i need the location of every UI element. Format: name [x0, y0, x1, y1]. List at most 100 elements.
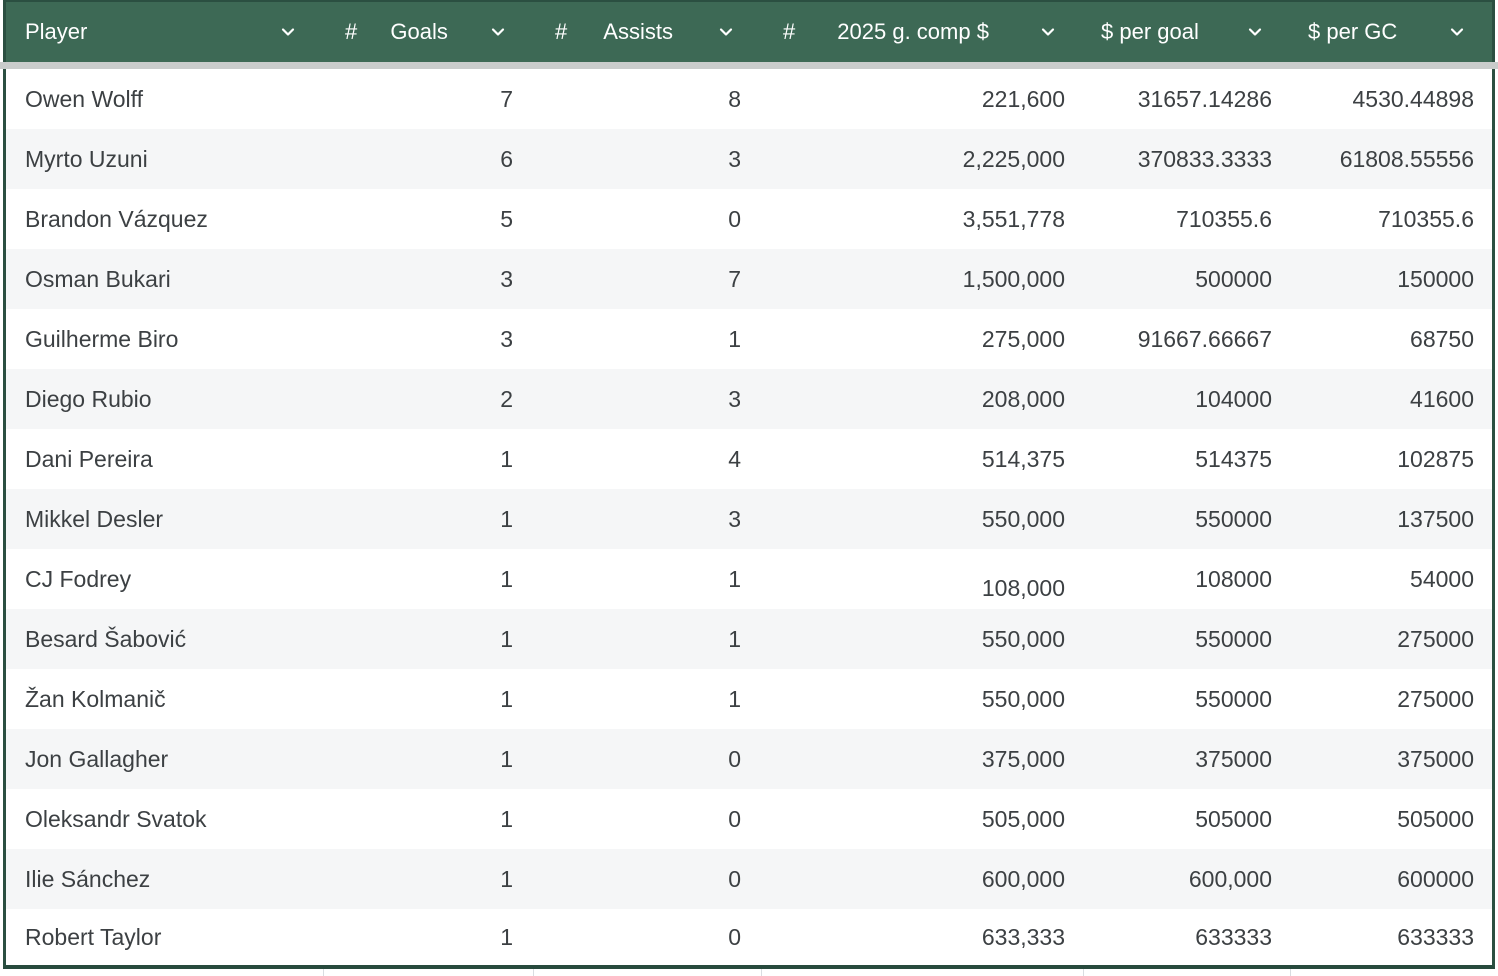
cell-per-goal[interactable]: 710355.6 [1176, 205, 1272, 232]
cell-assists[interactable]: 1 [728, 325, 741, 352]
cell-assists[interactable]: 0 [728, 923, 741, 950]
cell-per-gc[interactable]: 710355.6 [1378, 205, 1474, 232]
cell-goals[interactable]: 1 [500, 445, 513, 472]
cell-per-gc[interactable]: 68750 [1410, 325, 1474, 352]
cell-comp[interactable]: 1,500,000 [962, 265, 1065, 292]
cell-per-gc[interactable]: 150000 [1397, 265, 1474, 292]
cell-goals[interactable]: 1 [500, 565, 513, 592]
cell-per-gc[interactable]: 275000 [1397, 625, 1474, 652]
chevron-down-icon[interactable] [1448, 23, 1466, 41]
cell-comp[interactable]: 514,375 [981, 445, 1065, 472]
cell-per-goal[interactable]: 31657.14286 [1137, 85, 1272, 112]
cell-per-goal[interactable]: 91667.66667 [1137, 325, 1272, 352]
cell-comp[interactable]: 505,000 [981, 805, 1065, 832]
cell-per-gc[interactable]: 505000 [1397, 805, 1474, 832]
cell-player[interactable]: Robert Taylor [25, 923, 162, 950]
cell-comp[interactable]: 550,000 [981, 505, 1065, 532]
cell-goals[interactable]: 1 [500, 505, 513, 532]
cell-goals[interactable]: 1 [500, 745, 513, 772]
cell-player[interactable]: Ilie Sánchez [25, 865, 151, 892]
cell-per-gc[interactable]: 275000 [1397, 685, 1474, 712]
cell-per-goal[interactable]: 514375 [1195, 445, 1272, 472]
cell-per-goal[interactable]: 108000 [1195, 565, 1272, 592]
cell-goals[interactable]: 1 [500, 805, 513, 832]
cell-comp[interactable]: 3,551,778 [962, 205, 1065, 232]
cell-player[interactable]: CJ Fodrey [25, 565, 132, 592]
cell-per-goal[interactable]: 370833.3333 [1137, 145, 1272, 172]
cell-goals[interactable]: 2 [500, 385, 513, 412]
column-header-per-gc[interactable]: $ per GC [1290, 2, 1492, 62]
cell-assists[interactable]: 0 [728, 205, 741, 232]
cell-comp[interactable]: 550,000 [981, 625, 1065, 652]
cell-player[interactable]: Brandon Vázquez [25, 205, 208, 232]
cell-comp[interactable]: 375,000 [981, 745, 1065, 772]
column-header-player[interactable]: Player [6, 2, 323, 62]
cell-per-goal[interactable]: 633333 [1195, 923, 1272, 950]
cell-per-gc[interactable]: 4530.44898 [1352, 85, 1474, 112]
cell-assists[interactable]: 0 [728, 805, 741, 832]
cell-assists[interactable]: 1 [728, 685, 741, 712]
cell-player[interactable]: Diego Rubio [25, 385, 152, 412]
cell-player[interactable]: Oleksandr Svatok [25, 805, 207, 832]
cell-goals[interactable]: 3 [500, 265, 513, 292]
chevron-down-icon[interactable] [1039, 23, 1057, 41]
cell-goals[interactable]: 1 [500, 865, 513, 892]
cell-assists[interactable]: 1 [728, 565, 741, 592]
cell-goals[interactable]: 3 [500, 325, 513, 352]
cell-goals[interactable]: 1 [500, 685, 513, 712]
cell-player[interactable]: Žan Kolmanič [25, 685, 166, 712]
cell-comp[interactable]: 633,333 [981, 923, 1065, 950]
cell-player[interactable]: Owen Wolff [25, 85, 144, 112]
cell-per-gc[interactable]: 633333 [1397, 923, 1474, 950]
cell-goals[interactable]: 6 [500, 145, 513, 172]
cell-per-gc[interactable]: 54000 [1410, 565, 1474, 592]
cell-per-goal[interactable]: 505000 [1195, 805, 1272, 832]
column-header-per-goal[interactable]: $ per goal [1083, 2, 1290, 62]
cell-goals[interactable]: 1 [500, 625, 513, 652]
cell-goals[interactable]: 7 [500, 85, 513, 112]
chevron-down-icon[interactable] [279, 23, 297, 41]
cell-player[interactable]: Dani Pereira [25, 445, 153, 472]
cell-per-gc[interactable]: 375000 [1397, 745, 1474, 772]
cell-assists[interactable]: 3 [728, 145, 741, 172]
cell-player[interactable]: Jon Gallagher [25, 745, 169, 772]
cell-assists[interactable]: 3 [728, 385, 741, 412]
cell-comp[interactable]: 208,000 [981, 385, 1065, 412]
cell-assists[interactable]: 4 [728, 445, 741, 472]
cell-comp[interactable]: 108,000 [761, 549, 1083, 609]
cell-per-goal[interactable]: 500000 [1195, 265, 1272, 292]
cell-per-goal[interactable]: 550000 [1195, 625, 1272, 652]
cell-assists[interactable]: 7 [728, 265, 741, 292]
cell-player[interactable]: Myrto Uzuni [25, 145, 148, 172]
cell-comp[interactable]: 275,000 [981, 325, 1065, 352]
cell-player[interactable]: Guilherme Biro [25, 325, 179, 352]
chevron-down-icon[interactable] [489, 23, 507, 41]
cell-per-gc[interactable]: 600000 [1397, 865, 1474, 892]
cell-assists[interactable]: 8 [728, 85, 741, 112]
column-header-2025-g-comp[interactable]: # 2025 g. comp $ [761, 2, 1083, 62]
cell-player[interactable]: Mikkel Desler [25, 505, 164, 532]
cell-goals[interactable]: 5 [500, 205, 513, 232]
cell-per-goal[interactable]: 375000 [1195, 745, 1272, 772]
chevron-down-icon[interactable] [1246, 23, 1264, 41]
cell-per-gc[interactable]: 61808.55556 [1339, 145, 1474, 172]
chevron-down-icon[interactable] [717, 23, 735, 41]
cell-comp[interactable]: 600,000 [981, 865, 1065, 892]
frozen-row-divider[interactable] [0, 62, 1498, 69]
column-header-goals[interactable]: # Goals [323, 2, 533, 62]
cell-comp[interactable]: 221,600 [981, 85, 1065, 112]
cell-per-goal[interactable]: 550000 [1195, 505, 1272, 532]
column-header-assists[interactable]: # Assists [533, 2, 761, 62]
cell-comp[interactable]: 2,225,000 [962, 145, 1065, 172]
cell-assists[interactable]: 0 [728, 865, 741, 892]
cell-per-goal[interactable]: 550000 [1195, 685, 1272, 712]
cell-player[interactable]: Besard Šabović [25, 625, 187, 652]
cell-per-gc[interactable]: 41600 [1410, 385, 1474, 412]
cell-assists[interactable]: 0 [728, 745, 741, 772]
cell-assists[interactable]: 3 [728, 505, 741, 532]
cell-comp[interactable]: 550,000 [981, 685, 1065, 712]
cell-per-gc[interactable]: 102875 [1397, 445, 1474, 472]
cell-player[interactable]: Osman Bukari [25, 265, 171, 292]
cell-per-goal[interactable]: 600,000 [1188, 865, 1272, 892]
cell-per-gc[interactable]: 137500 [1397, 505, 1474, 532]
